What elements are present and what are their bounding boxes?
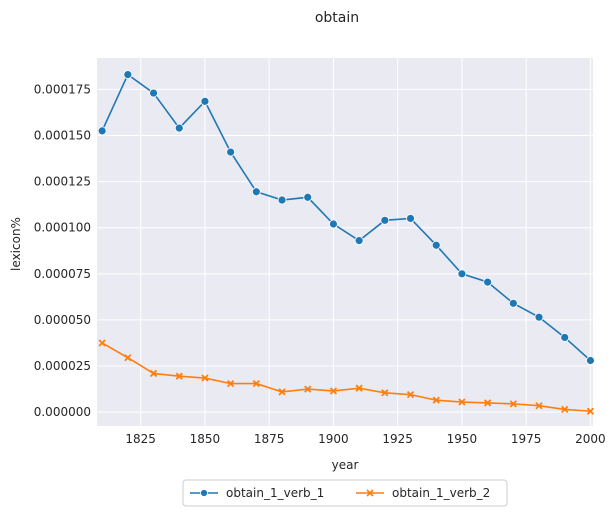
legend-entry-2: obtain_1_verb_2 [392,486,490,500]
y-tick-label: 0.000175 [34,82,91,96]
data-point [149,88,158,98]
data-point [431,240,441,250]
data-point [380,215,390,225]
data-point [304,385,312,393]
data-point [586,407,595,415]
x-tick-label: 1875 [254,432,285,446]
data-point [201,374,209,382]
data-point [354,236,364,246]
y-axis-label: lexicon% [9,217,23,271]
series-line-2 [101,342,591,413]
data-point [149,369,158,378]
data-point [329,387,338,395]
data-point [174,123,184,133]
data-point [458,398,466,406]
data-point [381,389,389,397]
y-tick-label: 0.000075 [34,267,91,281]
data-point [175,372,183,380]
x-tick-label: 1825 [125,432,156,446]
y-tick-label: 0.000050 [34,313,91,327]
x-tick-label: 1925 [382,432,413,446]
data-point [97,126,107,136]
legend-marker-1 [200,489,208,497]
x-axis-ticks: 1825 1850 1875 1900 1925 1950 1975 2000 [125,432,605,446]
chart-title: obtain [315,10,359,26]
x-tick-label: 1975 [511,432,542,446]
legend-entry-1: obtain_1_verb_1 [226,486,324,500]
x-tick-label: 2000 [575,432,606,446]
x-tick-label: 1850 [190,432,221,446]
data-point [123,70,133,80]
data-point [278,388,286,396]
y-tick-label: 0.000025 [34,359,91,373]
data-point [251,187,261,197]
data-point [535,402,543,410]
data-point [509,400,517,408]
data-point [508,298,518,308]
data-point [98,339,106,347]
y-tick-label: 0.000150 [34,128,91,142]
plot-area [97,58,593,426]
y-tick-label: 0.000125 [34,175,91,189]
data-point [355,384,363,392]
data-point [432,396,440,404]
data-point [483,277,493,287]
data-point [303,192,313,202]
data-point [226,147,236,157]
series-line-1 [101,73,591,362]
data-point [277,195,287,205]
legend-marker-2 [366,489,374,497]
legend: obtain_1_verb_1 obtain_1_verb_2 [182,479,508,507]
y-axis-ticks: 0.000000 0.000025 0.000050 0.000075 0.000100… [34,82,91,419]
data-point [534,312,544,322]
series-layer [97,70,595,415]
data-point [483,399,492,407]
x-tick-label: 1950 [447,432,478,446]
legend-box [182,479,508,507]
data-point [200,96,210,106]
data-point [586,356,595,365]
data-point [329,219,338,229]
y-tick-label: 0.000000 [34,405,91,419]
y-tick-label: 0.000100 [34,221,91,235]
data-point [406,214,415,223]
data-point [124,354,132,362]
x-axis-label: year [332,458,359,472]
data-point [457,269,467,279]
data-point [227,379,235,388]
x-tick-label: 1900 [318,432,349,446]
data-point [252,379,260,388]
data-point [406,391,415,399]
data-point [560,333,570,342]
grid-lines [97,58,593,426]
data-point [561,405,569,414]
